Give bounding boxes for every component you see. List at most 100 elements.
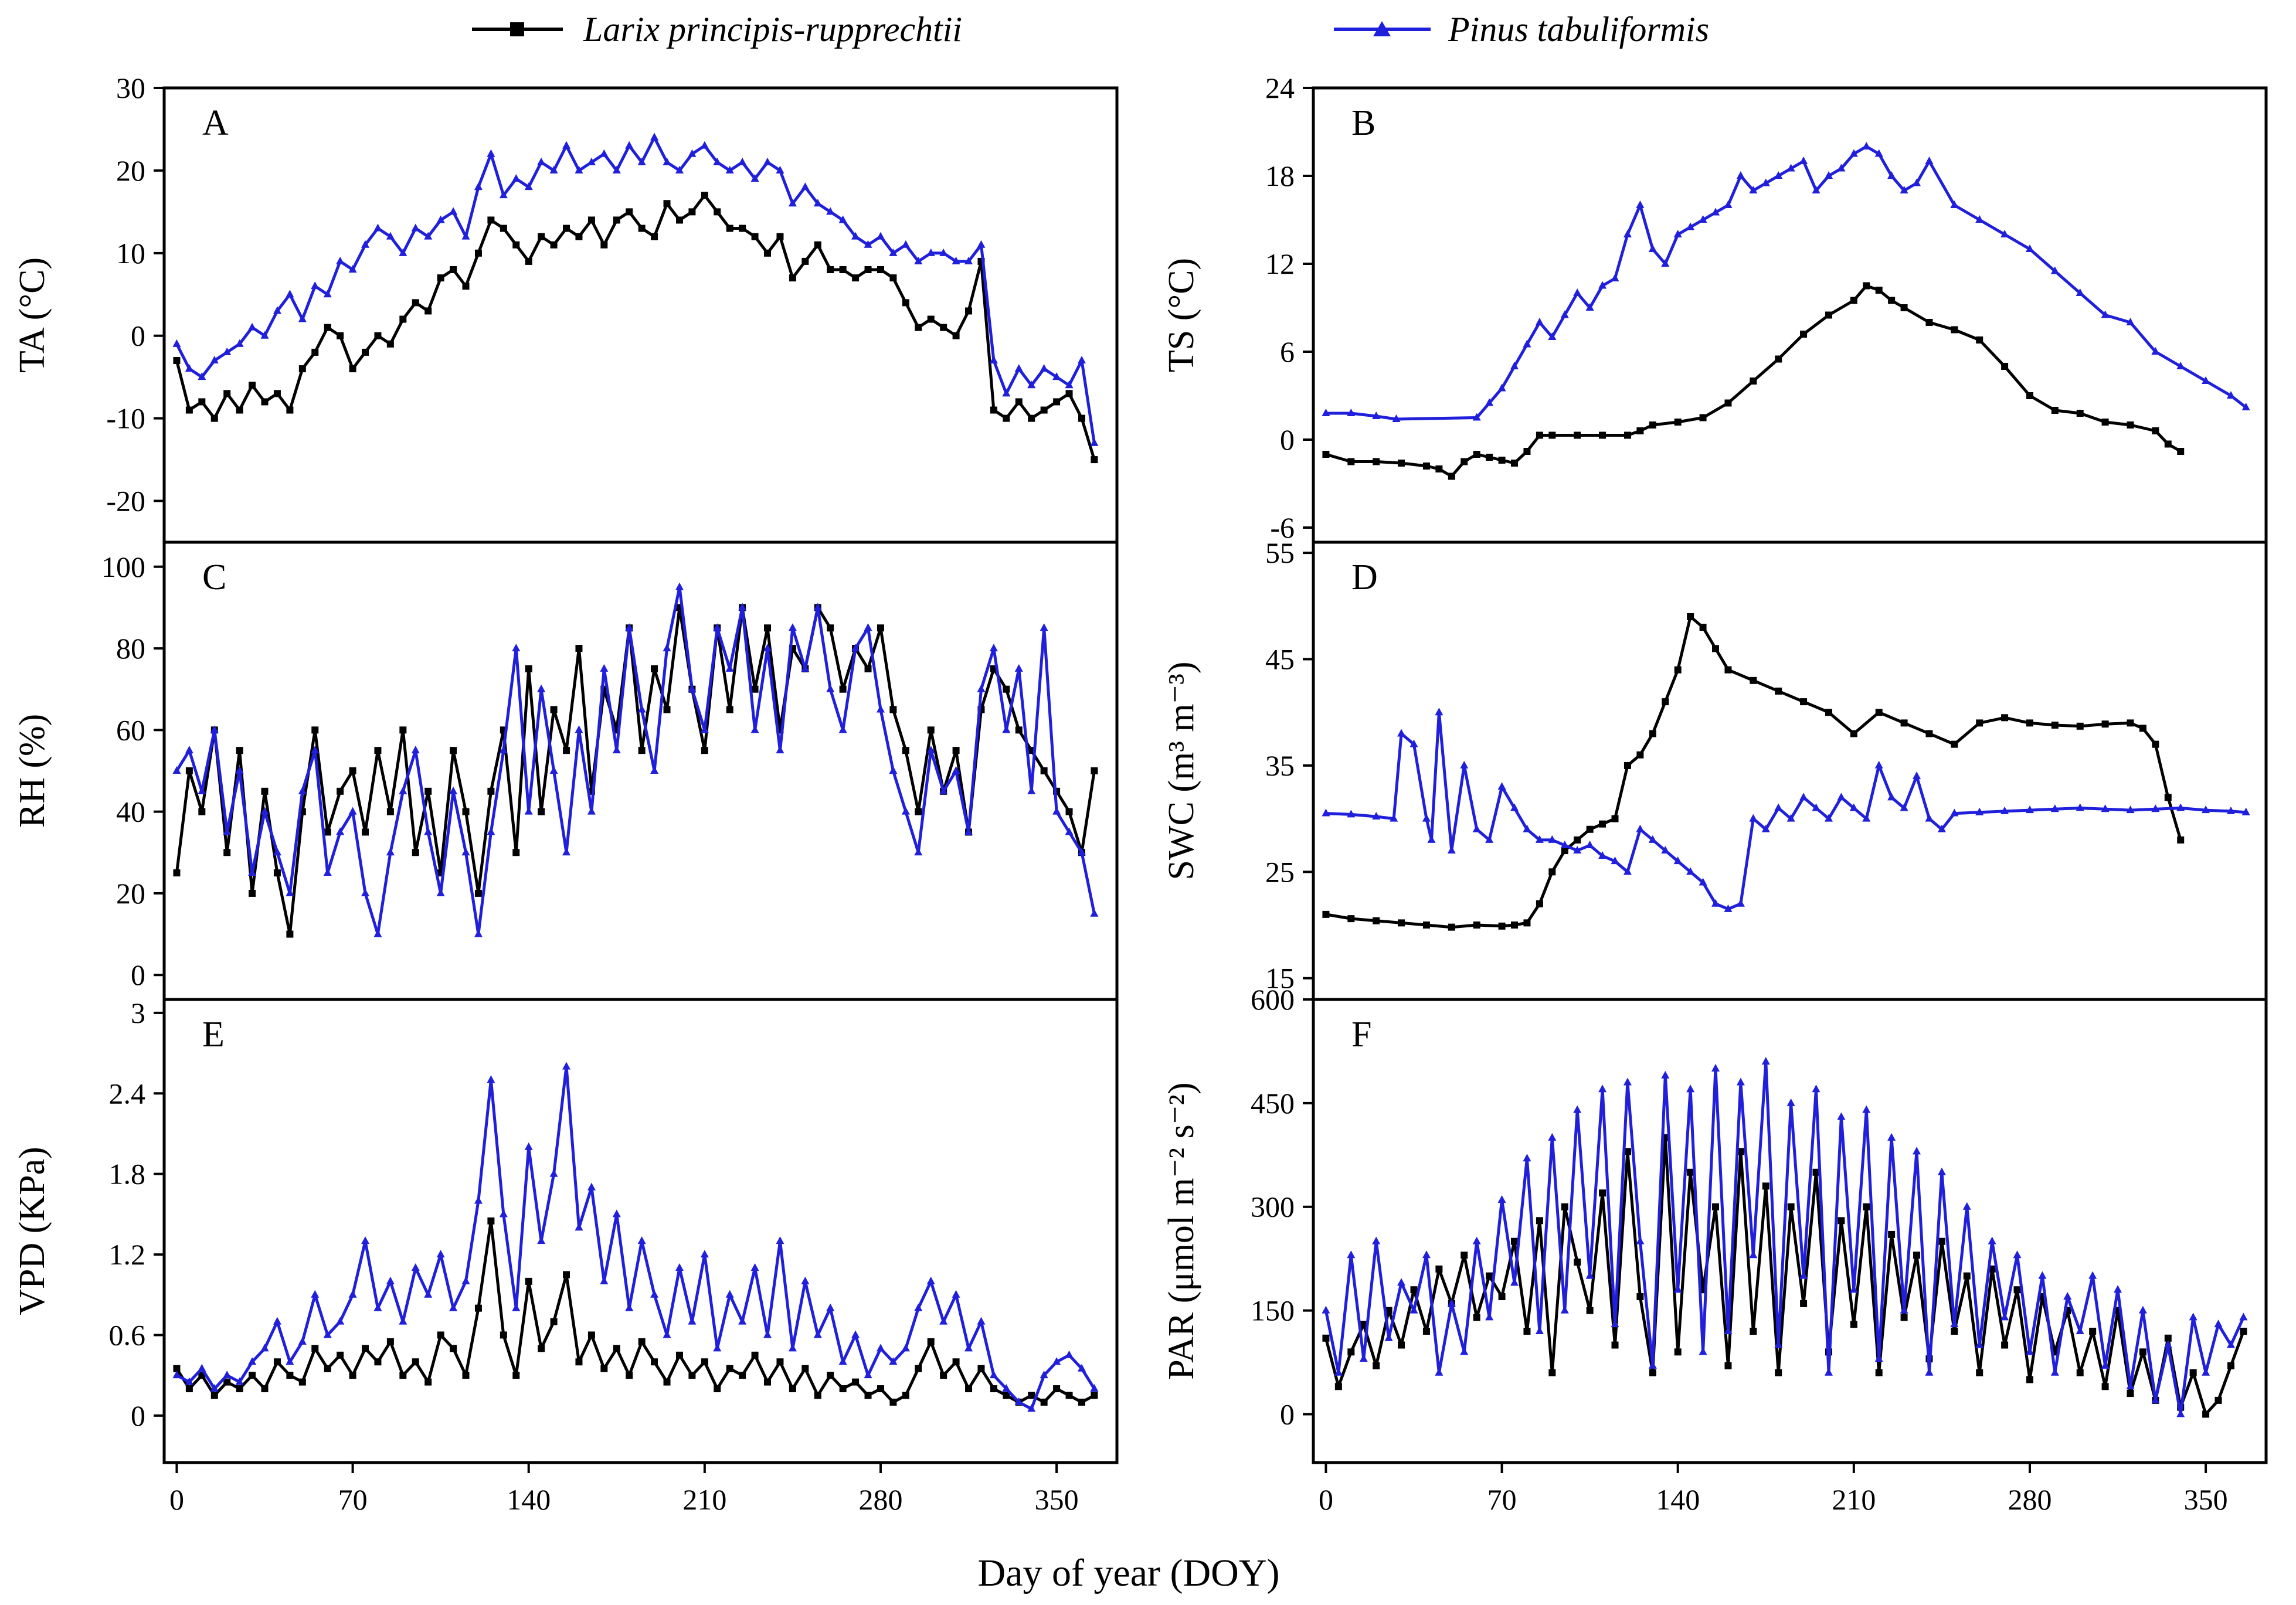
y-tick-label: 25 bbox=[1265, 855, 1295, 888]
data-point-larix bbox=[1040, 1398, 1048, 1406]
data-point-larix bbox=[2026, 1376, 2033, 1383]
data-point-pinus bbox=[2241, 403, 2250, 410]
data-point-pinus bbox=[750, 174, 759, 182]
y-tick-label: 3 bbox=[131, 997, 145, 1029]
data-point-pinus bbox=[1447, 846, 1456, 854]
data-point-pinus bbox=[1510, 1278, 1519, 1286]
data-point-pinus bbox=[1573, 1105, 1582, 1113]
data-point-pinus bbox=[989, 644, 998, 652]
data-point-pinus bbox=[474, 182, 483, 191]
data-point-pinus bbox=[1548, 332, 1557, 340]
data-point-pinus bbox=[1812, 186, 1821, 193]
data-point-pinus bbox=[838, 1357, 847, 1365]
data-point-larix bbox=[651, 233, 658, 240]
data-point-larix bbox=[185, 767, 193, 774]
data-point-larix bbox=[349, 365, 356, 373]
data-point-pinus bbox=[1485, 835, 1494, 843]
data-point-larix bbox=[1662, 698, 1669, 706]
data-point-larix bbox=[839, 1385, 847, 1393]
data-point-pinus bbox=[851, 1330, 860, 1338]
data-point-larix bbox=[663, 1378, 671, 1386]
data-point-larix bbox=[1649, 730, 1656, 737]
data-point-pinus bbox=[813, 199, 822, 207]
data-point-pinus bbox=[1027, 786, 1036, 794]
data-point-larix bbox=[814, 1392, 821, 1399]
data-point-larix bbox=[726, 225, 733, 232]
data-point-larix bbox=[889, 274, 897, 282]
data-point-larix bbox=[1737, 1148, 1744, 1155]
data-point-pinus bbox=[813, 1330, 822, 1338]
data-point-pinus bbox=[1699, 878, 1707, 886]
x-tick-label: 70 bbox=[1487, 1483, 1517, 1516]
data-point-larix bbox=[1712, 645, 1720, 652]
data-point-pinus bbox=[813, 603, 822, 611]
data-point-larix bbox=[714, 1385, 721, 1393]
data-point-pinus bbox=[2176, 803, 2185, 811]
data-point-pinus bbox=[939, 786, 948, 794]
data-point-pinus bbox=[248, 322, 257, 331]
data-point-larix bbox=[512, 1372, 520, 1379]
data-point-larix bbox=[386, 340, 394, 348]
data-point-pinus bbox=[1472, 1236, 1481, 1244]
data-point-pinus bbox=[210, 725, 219, 733]
data-point-pinus bbox=[1090, 438, 1099, 446]
data-point-larix bbox=[915, 1365, 922, 1372]
data-point-larix bbox=[1486, 1272, 1493, 1280]
data-point-pinus bbox=[1699, 215, 1707, 223]
data-point-pinus bbox=[1749, 814, 1758, 822]
data-point-pinus bbox=[2076, 288, 2084, 296]
data-point-pinus bbox=[1736, 899, 1745, 907]
data-point-larix bbox=[1775, 687, 1782, 695]
data-point-larix bbox=[2127, 1390, 2134, 1397]
data-point-pinus bbox=[1002, 389, 1011, 397]
data-point-pinus bbox=[851, 644, 860, 652]
data-point-larix bbox=[1360, 1321, 1367, 1328]
data-point-pinus bbox=[1913, 1147, 1921, 1155]
data-point-larix bbox=[2240, 1327, 2247, 1335]
data-point-larix bbox=[965, 307, 973, 315]
data-point-pinus bbox=[763, 157, 772, 165]
data-point-pinus bbox=[1887, 1133, 1896, 1141]
data-point-larix bbox=[789, 1385, 796, 1393]
data-point-larix bbox=[1078, 414, 1085, 422]
data-point-pinus bbox=[373, 1303, 382, 1311]
data-point-larix bbox=[1410, 1286, 1418, 1294]
data-point-larix bbox=[1385, 1307, 1392, 1314]
data-point-larix bbox=[538, 808, 545, 815]
data-point-pinus bbox=[612, 1209, 621, 1218]
data-point-larix bbox=[424, 787, 432, 795]
data-point-pinus bbox=[2151, 804, 2160, 812]
legend-item-pinus: Pinus tabuliformis bbox=[1334, 10, 1709, 49]
data-point-larix bbox=[739, 225, 746, 232]
data-point-larix bbox=[701, 747, 708, 754]
data-point-larix bbox=[450, 1345, 457, 1352]
data-point-pinus bbox=[1585, 1271, 1594, 1279]
data-point-pinus bbox=[989, 1371, 998, 1379]
data-point-larix bbox=[1448, 472, 1455, 480]
x-tick-label: 0 bbox=[169, 1483, 184, 1516]
data-point-pinus bbox=[436, 1250, 445, 1258]
data-point-pinus bbox=[889, 766, 898, 774]
x-tick-label: 140 bbox=[507, 1483, 551, 1516]
data-point-larix bbox=[173, 357, 181, 364]
y-tick-label: 600 bbox=[1251, 983, 1295, 1016]
data-point-larix bbox=[626, 208, 633, 216]
data-point-larix bbox=[512, 849, 520, 856]
data-point-pinus bbox=[2176, 362, 2185, 369]
data-point-pinus bbox=[524, 182, 533, 191]
data-point-larix bbox=[675, 216, 683, 224]
x-axis-title: Day of year (DOY) bbox=[978, 1552, 1280, 1594]
data-point-larix bbox=[1623, 1148, 1631, 1155]
data-point-pinus bbox=[1975, 215, 1984, 223]
data-point-pinus bbox=[637, 157, 646, 165]
data-point-larix bbox=[952, 747, 960, 754]
data-point-pinus bbox=[926, 1276, 935, 1284]
data-point-pinus bbox=[1874, 1354, 1883, 1362]
y-tick-label: -6 bbox=[1270, 511, 1295, 544]
data-point-pinus bbox=[1077, 356, 1086, 363]
data-point-pinus bbox=[198, 1363, 206, 1372]
data-point-larix bbox=[1636, 427, 1644, 434]
data-point-larix bbox=[1536, 900, 1543, 907]
data-point-larix bbox=[1347, 458, 1355, 465]
data-point-pinus bbox=[1937, 824, 1946, 832]
